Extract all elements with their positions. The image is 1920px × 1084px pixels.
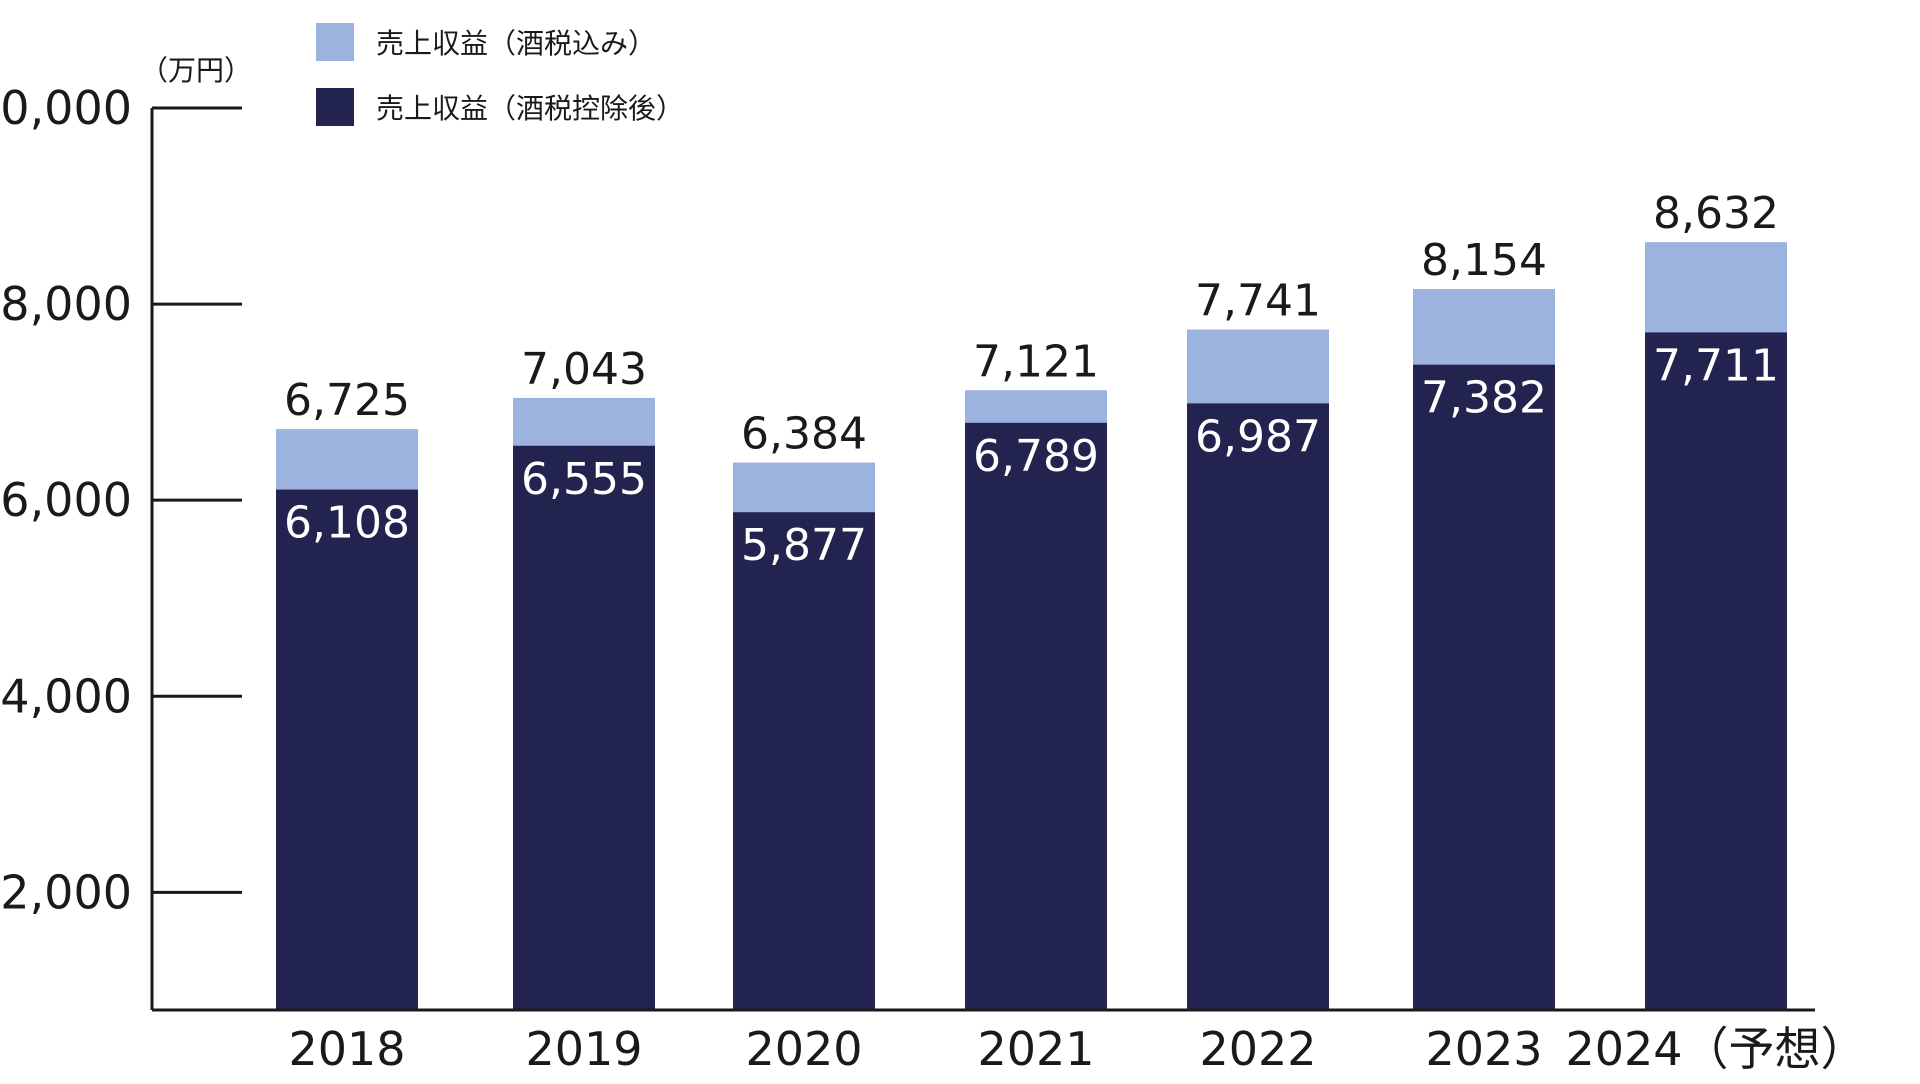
axes-layer: 2018 2019 2020 2021 2022 2023 2024（予想） 10,000 8,…	[0, 81, 1867, 1076]
value-label-with-tax: 7,043	[521, 344, 647, 395]
legend-swatch-with-tax	[316, 23, 354, 61]
bars-layer	[276, 242, 1787, 1011]
value-labels-layer: 6,725 6,108 7,043 6,555 6,384 5,877 7,121 6,789…	[284, 188, 1779, 571]
bar-after-tax	[965, 422, 1107, 1010]
value-label-with-tax: 7,741	[1195, 275, 1321, 326]
x-tick-label: 2018	[288, 1022, 405, 1076]
y-tick-label: 2,000	[0, 865, 132, 919]
y-tick-label: 8,000	[0, 277, 132, 331]
value-label-after-tax: 6,555	[521, 454, 647, 505]
legend-label-with-tax: 売上収益（酒税込み）	[376, 27, 656, 60]
value-label-with-tax: 8,154	[1421, 235, 1547, 286]
legend-swatch-after-tax	[316, 88, 354, 126]
legend-label-after-tax: 売上収益（酒税控除後）	[376, 92, 684, 125]
y-tick-label: 10,000	[0, 81, 132, 135]
bar-after-tax	[1645, 332, 1787, 1010]
bar-after-tax	[1413, 364, 1555, 1010]
y-tick-label: 4,000	[0, 669, 132, 723]
value-label-with-tax: 6,725	[284, 375, 410, 426]
value-label-with-tax: 7,121	[973, 336, 1099, 387]
legend: 売上収益（酒税込み） 売上収益（酒税控除後）	[316, 23, 684, 126]
x-tick-label: 2022	[1199, 1022, 1316, 1076]
value-label-with-tax: 8,632	[1653, 188, 1779, 239]
y-tick-label: 6,000	[0, 473, 132, 527]
bar-after-tax	[1187, 403, 1329, 1010]
x-tick-label: 2019	[525, 1022, 642, 1076]
y-axis-unit-label: （万円）	[140, 54, 252, 87]
value-label-after-tax: 6,789	[973, 431, 1099, 482]
x-tick-label: 2020	[745, 1022, 862, 1076]
value-label-after-tax: 7,711	[1653, 340, 1779, 391]
value-label-after-tax: 6,987	[1195, 411, 1321, 462]
bar-after-tax	[733, 512, 875, 1010]
bar-after-tax	[276, 489, 418, 1010]
value-label-with-tax: 6,384	[741, 409, 867, 460]
bar-after-tax	[513, 445, 655, 1011]
value-label-after-tax: 7,382	[1421, 373, 1547, 424]
value-label-after-tax: 6,108	[284, 498, 410, 549]
x-tick-label: 2023	[1425, 1022, 1542, 1076]
x-tick-label: 2021	[977, 1022, 1094, 1076]
value-label-after-tax: 5,877	[741, 520, 867, 571]
x-tick-label: 2024（予想）	[1565, 1022, 1866, 1076]
